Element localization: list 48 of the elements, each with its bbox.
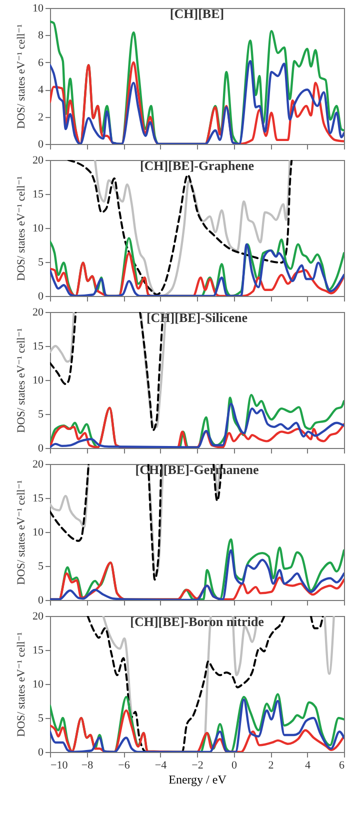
y-tick-label: 15 <box>32 340 44 352</box>
x-tick-label: 6 <box>339 760 345 772</box>
y-tick-label: 6 <box>38 56 44 69</box>
y-tick-label: 0 <box>38 746 44 758</box>
y-tick-label: 10 <box>32 526 44 538</box>
y-tick-label: 5 <box>38 408 44 420</box>
y-tick-label: 5 <box>38 256 44 268</box>
y-tick-label: 10 <box>32 2 44 14</box>
x-tick-label: −10 <box>50 760 68 772</box>
y-tick-label: 20 <box>32 610 44 622</box>
line-series <box>50 709 344 752</box>
y-tick-label: 15 <box>32 188 44 200</box>
y-tick-label: 4 <box>38 84 44 96</box>
y-axis-title: DOS/ states eV⁻¹ cell⁻¹ <box>16 176 28 281</box>
y-tick-label: 0 <box>38 442 44 454</box>
y-tick-label: 0 <box>38 138 44 150</box>
y-tick-label: 0 <box>38 594 44 606</box>
y-tick-label: 8 <box>38 30 44 42</box>
y-tick-label: 15 <box>32 492 44 504</box>
y-tick-label: 10 <box>32 222 44 234</box>
line-series <box>50 20 344 144</box>
y-tick-label: 5 <box>38 712 44 724</box>
x-tick-label: −2 <box>192 760 204 772</box>
y-axis-title: DOS/ states eV⁻¹ cell⁻¹ <box>16 24 28 129</box>
y-axis-title: DOS/ states eV⁻¹ cell⁻¹ <box>16 328 28 433</box>
y-tick-label: 5 <box>38 560 44 572</box>
y-tick-label: 0 <box>38 290 44 302</box>
x-tick-label: 2 <box>268 760 274 772</box>
x-tick-label: 4 <box>305 760 311 772</box>
y-tick-label: 10 <box>32 374 44 386</box>
y-tick-label: 2 <box>38 111 44 124</box>
y-tick-label: 20 <box>32 154 44 166</box>
y-tick-label: 15 <box>32 644 44 656</box>
y-axis-title: DOS/ states eV⁻¹ cell⁻¹ <box>16 632 28 737</box>
chart-title: [CH][BE]-Boron nitride <box>130 614 264 629</box>
x-tick-label: −6 <box>118 760 130 772</box>
line-series <box>50 549 344 600</box>
y-axis-title: DOS/ states eV⁻¹ cell⁻¹ <box>16 480 28 585</box>
y-tick-label: 10 <box>32 678 44 690</box>
x-tick-label: 0 <box>232 760 238 772</box>
chart-title: [CH][BE] <box>170 6 224 21</box>
y-tick-label: 20 <box>32 458 44 470</box>
line-series <box>50 252 344 296</box>
x-axis-title: Energy / eV <box>168 772 227 786</box>
x-tick-label: −4 <box>154 760 168 772</box>
chart-title: [CH][BE]-Graphene <box>140 158 254 173</box>
x-tick-label: −8 <box>81 760 94 772</box>
y-tick-label: 20 <box>32 306 44 318</box>
